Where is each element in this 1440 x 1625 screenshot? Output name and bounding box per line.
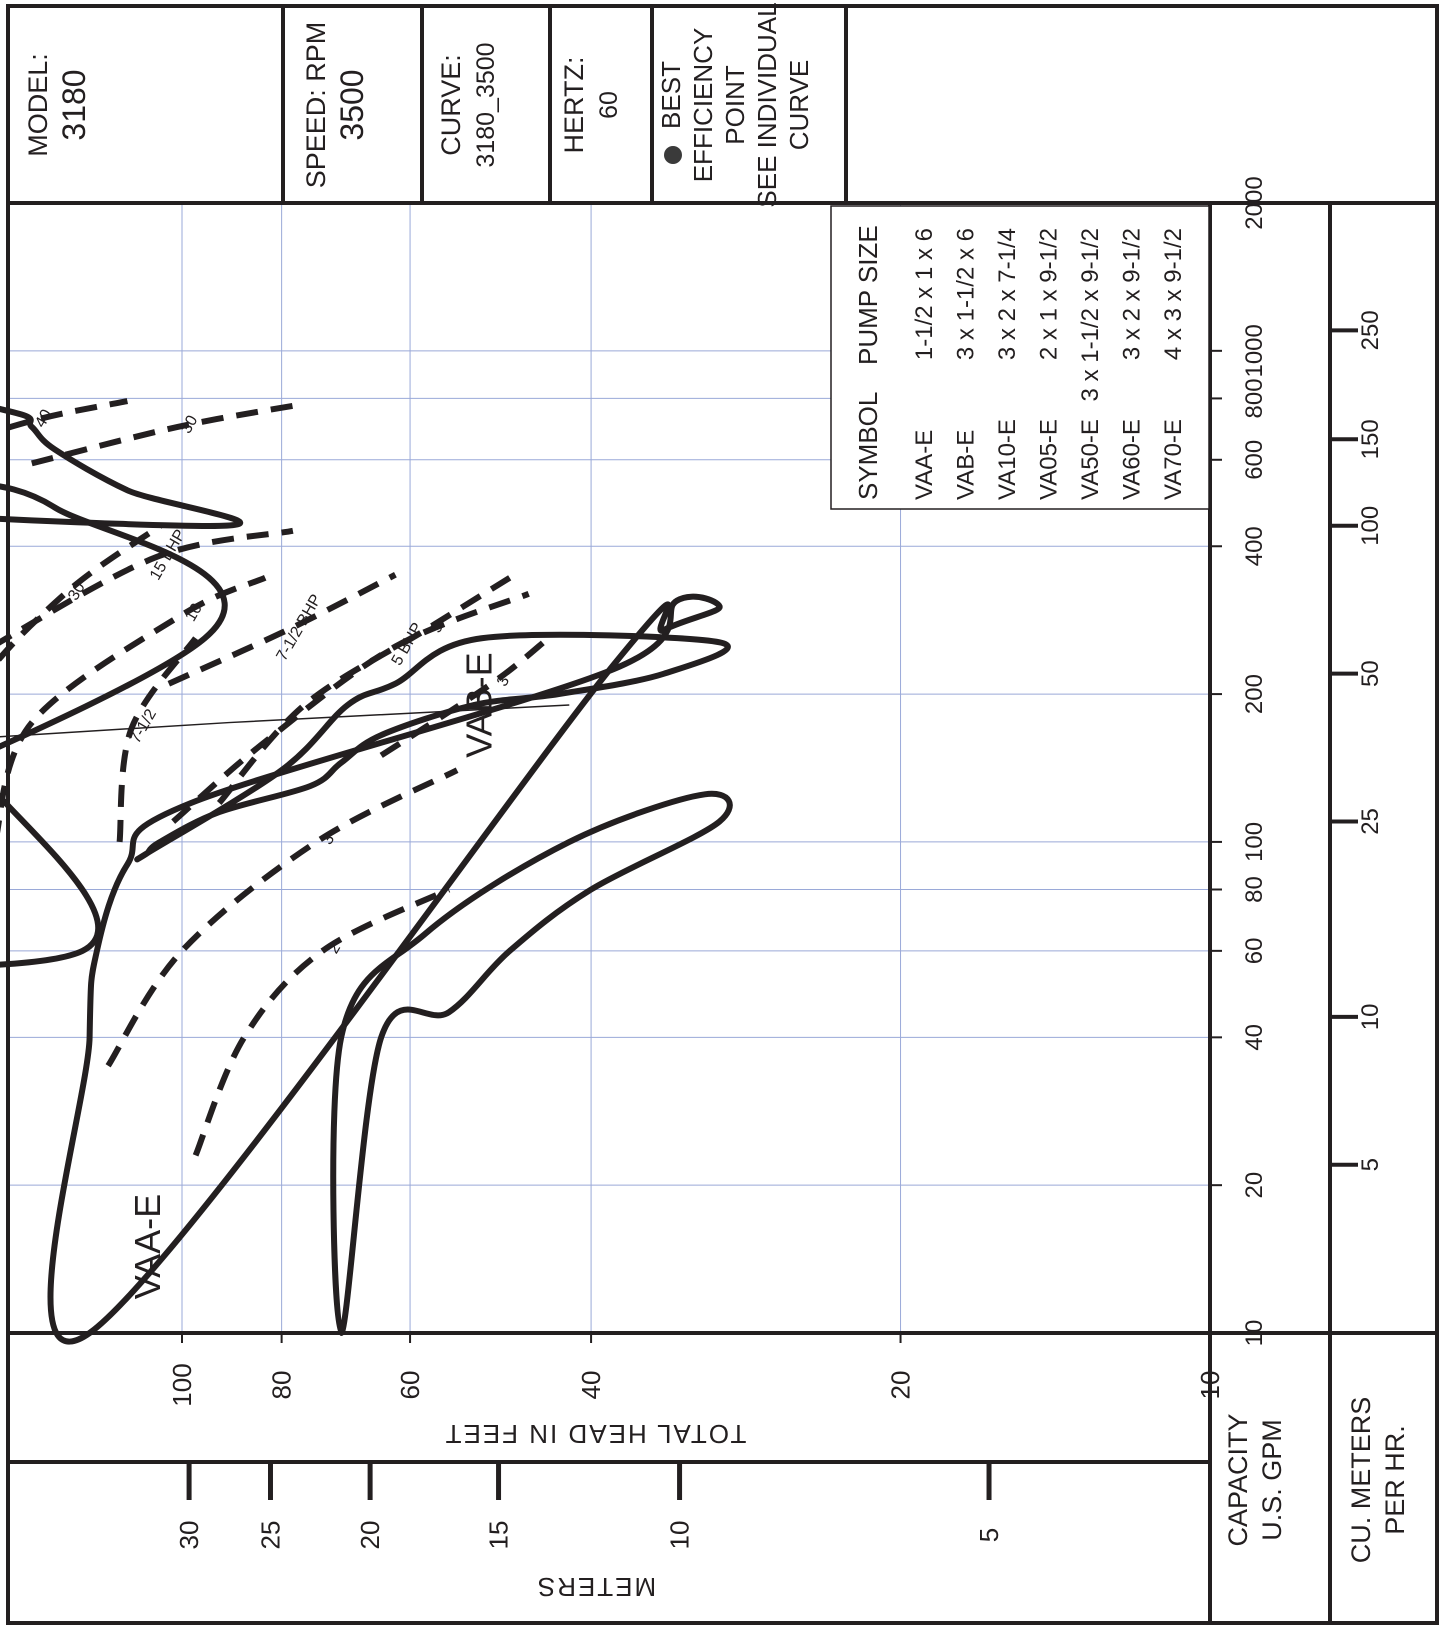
bhp-label: 10 [182, 601, 206, 625]
bep-line-5: CURVE [784, 60, 814, 151]
cmh-tick-label: 25 [1357, 808, 1384, 835]
bhp-label: 30 [65, 580, 89, 604]
bhp-curve-va10-e [0, 575, 267, 834]
cmh-tick-label: 100 [1357, 506, 1384, 546]
bhp-label: 40 [32, 407, 56, 431]
gpm-tick-label: 1000 [1241, 324, 1268, 377]
axis-ticks: 1020406080100200400600800100020001020406… [167, 176, 1384, 1550]
gpm-tick-label: 400 [1241, 526, 1268, 566]
bep-line-3: POINT [720, 65, 750, 145]
head-tick-label: 10 [1195, 1371, 1225, 1400]
legend-symbol: VAB-E [953, 430, 980, 500]
legend-pump-size: 3 x 2 x 7-1/4 [994, 228, 1021, 360]
pump-curves [0, 398, 733, 1345]
gpm-tick-label: 800 [1241, 378, 1268, 418]
bhp-label: 15 BHP [147, 527, 189, 583]
head-tick-label: 100 [167, 1363, 197, 1406]
bep-marker-icon [664, 146, 682, 164]
curve-label: CURVE: [436, 54, 466, 156]
x-axis-title-line-2: U.S. GPM [1257, 1419, 1287, 1541]
cmh-tick-label: 250 [1357, 310, 1384, 350]
meters-tick-label: 30 [174, 1521, 204, 1550]
hertz-label: HERTZ: [559, 56, 589, 153]
y2-axis-title: METERS [536, 1572, 656, 1602]
meters-tick-label: 15 [484, 1521, 514, 1550]
legend-size-header: PUMP SIZE [853, 225, 883, 365]
label-leader-line [0, 704, 570, 738]
x2-axis-title-line-2: PER HR. [1380, 1425, 1410, 1535]
meters-tick-label: 20 [355, 1521, 385, 1550]
envelope-va60-e [0, 483, 228, 750]
bep-line-2: EFFICIENCY [688, 28, 718, 183]
bhp-label: 30 [178, 413, 202, 437]
bhp-curve-va70-e [31, 400, 306, 467]
hertz-value: 60 [595, 91, 623, 119]
curve-value: 3180_3500 [472, 42, 500, 167]
legend-pump-size: 3 x 1-1/2 x 6 [953, 228, 980, 360]
legend-pump-size: 1-1/2 x 1 x 6 [911, 228, 938, 360]
model-value: 3180 [56, 69, 92, 140]
x2-axis-title-line-1: CU. METERS [1346, 1397, 1376, 1564]
meters-tick-label: 25 [255, 1521, 285, 1550]
legend-symbol: VAA-E [911, 430, 938, 500]
bhp-curve-vaa-e [105, 767, 459, 1068]
cmh-tick-label: 10 [1357, 1004, 1384, 1031]
gpm-tick-label: 600 [1241, 440, 1268, 480]
cmh-tick-label: 150 [1357, 419, 1384, 459]
envelope-va70-e [0, 405, 244, 529]
legend-pump-size: 3 x 1-1/2 x 9-1/2 [1077, 228, 1104, 401]
meters-tick-label: 5 [974, 1528, 1004, 1542]
grid-lines [10, 205, 1208, 1331]
legend-symbol: VA60-E [1119, 419, 1146, 500]
bhp-curve-vab-e [167, 572, 397, 687]
legend-symbol: VA70-E [1160, 419, 1187, 500]
x-axis-title-line-1: CAPACITY [1223, 1413, 1253, 1546]
cmh-tick-label: 50 [1357, 660, 1384, 687]
pump-size-legend: SYMBOL PUMP SIZE VAA-E 1-1/2 x 1 x 6 VAB-E… [830, 205, 1210, 510]
y-axis-title: TOTAL HEAD IN FEET [444, 1419, 747, 1449]
bhp-curve-va60-e [0, 523, 162, 663]
legend-symbol: VA10-E [994, 419, 1021, 500]
legend-symbol: VA05-E [1036, 419, 1063, 500]
speed-label: SPEED: RPM [301, 22, 331, 189]
legend-symbol: VA50-E [1077, 419, 1104, 500]
gpm-tick-label: 2000 [1241, 176, 1268, 229]
bhp-curve-va70-e [0, 398, 129, 434]
legend-pump-size: 3 x 2 x 9-1/2 [1119, 228, 1146, 360]
envelope-vab-e [134, 631, 731, 863]
head-tick-label: 80 [267, 1371, 297, 1400]
gpm-tick-label: 10 [1241, 1320, 1268, 1347]
envelope-va50-e [0, 792, 102, 968]
bep-line-1: BEST [656, 61, 686, 129]
bep-line-4: SEE INDIVIDUAL [752, 2, 782, 207]
curve-labels: VAA-EVAB-EVA10-EVA05-EVA50-EVA60-EVA70-E… [0, 407, 570, 1299]
cmh-tick-label: 5 [1357, 1158, 1384, 1171]
meters-tick-label: 10 [665, 1521, 695, 1550]
legend-pump-size: 2 x 1 x 9-1/2 [1036, 228, 1063, 360]
model-label: MODEL: [23, 53, 53, 157]
envelope-va10-e [47, 593, 723, 1345]
gpm-tick-label: 200 [1241, 674, 1268, 714]
bhp-curve-vaa-e [171, 591, 530, 824]
head-tick-label: 20 [886, 1371, 916, 1400]
gpm-tick-label: 80 [1241, 876, 1268, 903]
gpm-tick-label: 100 [1241, 822, 1268, 862]
bhp-curve-vaa-e [192, 886, 451, 1157]
pump-label-vaa-e: VAA-E [127, 1194, 168, 1299]
speed-value: 3500 [334, 69, 370, 140]
legend-symbol-header: SYMBOL [853, 392, 883, 500]
bhp-curve-vab-e [216, 575, 512, 805]
gpm-tick-label: 40 [1241, 1024, 1268, 1051]
envelope-vaa-e [330, 790, 733, 1336]
gpm-tick-label: 20 [1241, 1172, 1268, 1199]
head-tick-label: 60 [395, 1371, 425, 1400]
gpm-tick-label: 60 [1241, 938, 1268, 965]
pump-label-vab-e: VAB-E [458, 652, 499, 757]
head-tick-label: 40 [576, 1371, 606, 1400]
bhp-curve-vab-e [379, 635, 551, 758]
bhp-curve-va10-e [0, 527, 294, 646]
legend-pump-size: 4 x 3 x 9-1/2 [1160, 228, 1187, 360]
